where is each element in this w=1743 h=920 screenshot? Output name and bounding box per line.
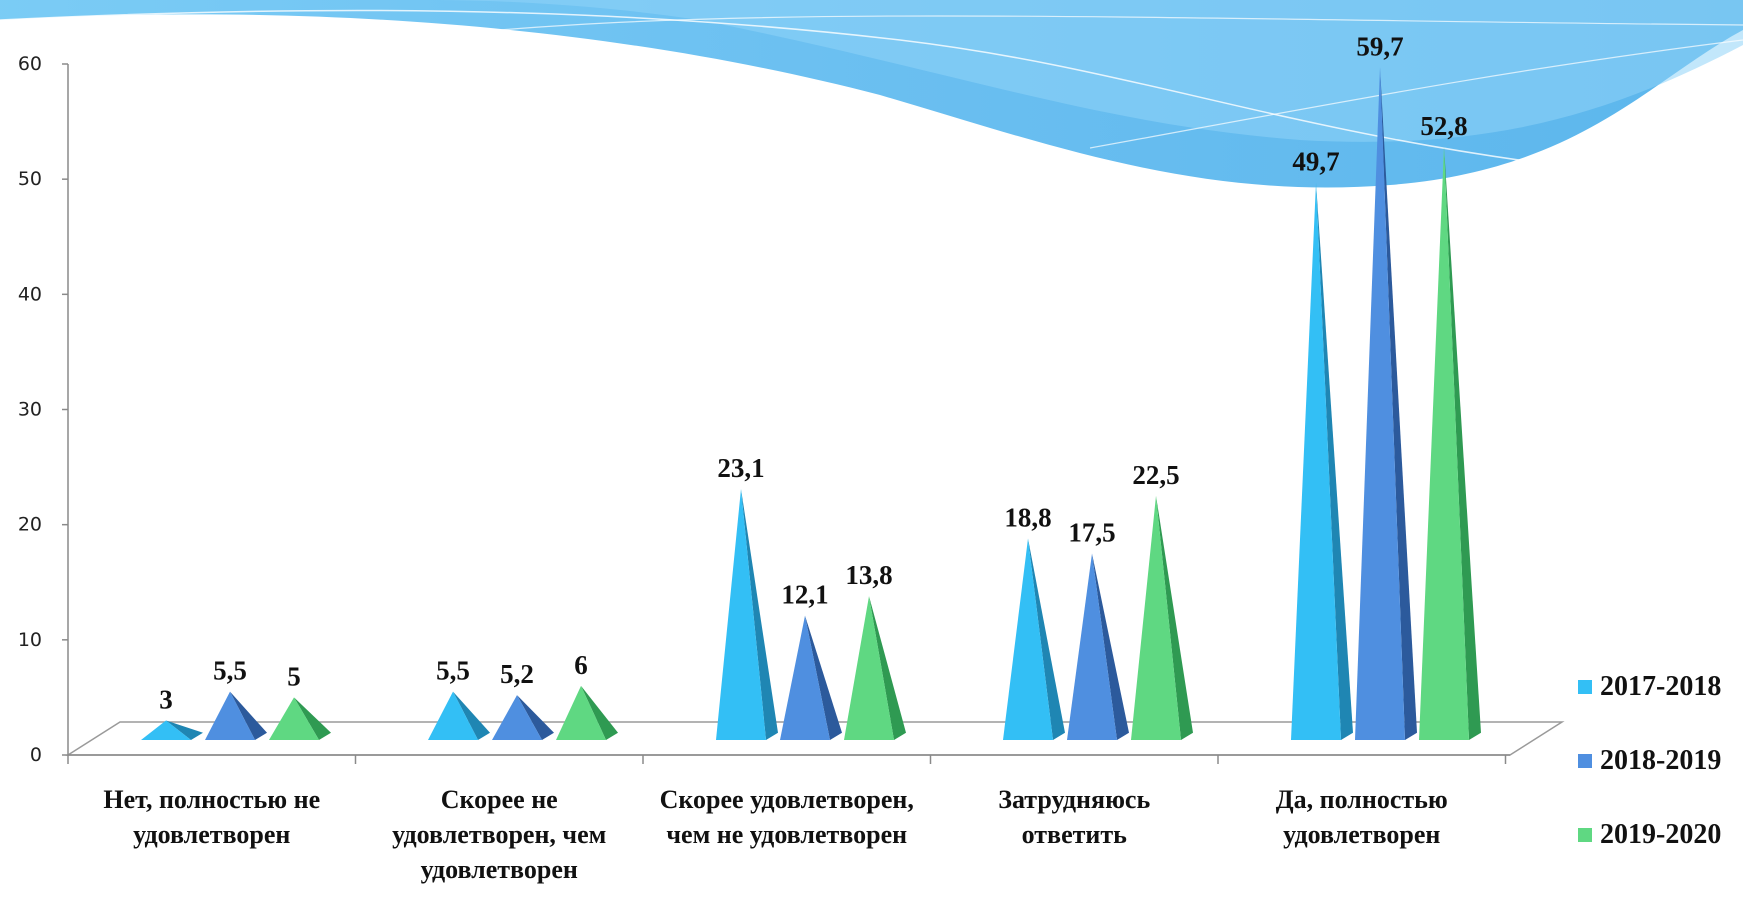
y-tick-label: 30	[18, 399, 42, 421]
legend-label: 2017-2018	[1600, 671, 1722, 702]
pyramid-front-face	[716, 488, 766, 740]
data-label: 5,5	[436, 656, 470, 686]
pyramid-front-face	[1131, 495, 1181, 740]
pyramid-front-face	[1003, 538, 1053, 740]
category-label: Да, полностью удовлетворен	[1275, 785, 1448, 849]
pyramid-front-face	[844, 596, 894, 740]
pyramid-mark	[1355, 67, 1417, 740]
y-tick-label: 10	[18, 629, 42, 651]
pyramid-front-face	[1291, 182, 1341, 740]
pyramid-side-face	[741, 488, 778, 740]
legend-item: 2017-2018	[1578, 671, 1722, 702]
data-label: 3	[159, 684, 173, 714]
pyramid-side-face	[869, 596, 906, 740]
pyramid-mark	[1419, 146, 1481, 741]
pyramid-mark	[269, 697, 331, 740]
data-label: 52,8	[1420, 111, 1467, 141]
pyramid-side-face	[453, 691, 490, 740]
data-label: 23,1	[717, 453, 764, 483]
legend-label: 2018-2019	[1600, 745, 1722, 776]
background-wave	[0, 0, 1743, 188]
category-label: Скорее удовлетворен, чем не удовлетворен	[659, 785, 914, 849]
y-tick-label: 50	[18, 168, 42, 190]
pyramid-front-face	[141, 720, 191, 740]
pyramid-side-face	[805, 615, 842, 740]
pyramid-side-face	[517, 695, 554, 740]
data-label: 17,5	[1068, 517, 1115, 547]
legend-swatch	[1578, 680, 1592, 694]
pyramid-mark	[205, 691, 267, 740]
pyramid-side-face	[1380, 67, 1417, 740]
pyramid-mark	[844, 596, 906, 740]
data-label: 5	[287, 661, 301, 691]
pyramid-mark	[1067, 553, 1129, 740]
legend-swatch	[1578, 754, 1592, 768]
pyramid-front-face	[780, 615, 830, 740]
y-tick-label: 20	[18, 514, 42, 536]
pyramid-mark	[556, 685, 618, 740]
data-label: 18,8	[1004, 502, 1051, 532]
data-label: 22,5	[1132, 460, 1179, 490]
data-label: 12,1	[781, 580, 828, 610]
pyramid-side-face	[1092, 553, 1129, 740]
legend-item: 2018-2019	[1578, 745, 1722, 776]
pyramid-front-face	[1419, 146, 1469, 741]
pyramid-mark	[1131, 495, 1193, 740]
category-label: Скорее не удовлетворен, чем удовлетворен	[392, 785, 607, 884]
pyramid-mark	[1291, 182, 1353, 740]
pyramid-side-face	[1156, 495, 1193, 740]
pyramid-side-face	[294, 697, 331, 740]
category-label: Затрудняюсь ответить	[998, 785, 1151, 849]
category-label: Нет, полностью не удовлетворен	[103, 785, 321, 849]
pyramid-mark	[141, 720, 203, 740]
data-label: 6	[574, 650, 588, 680]
pyramid-front-face	[428, 691, 478, 740]
pyramid-side-face	[166, 720, 203, 740]
pyramid-front-face	[205, 691, 255, 740]
data-label: 49,7	[1292, 147, 1339, 177]
data-labels: 3 5,5 23,1 18,8 49,7 5,5 5,2 12,1 17,5 59,7 5 6 13,8…	[159, 31, 1467, 714]
legend-item: 2019-2020	[1578, 819, 1722, 850]
legend-swatch	[1578, 828, 1592, 842]
pyramid-side-face	[1316, 182, 1353, 740]
pyramid-mark	[492, 695, 554, 740]
data-label: 59,7	[1356, 31, 1403, 61]
data-label: 5,2	[500, 659, 534, 689]
chart-marks	[141, 67, 1481, 741]
data-label: 5,5	[213, 656, 247, 686]
y-tick-label: 40	[18, 283, 42, 305]
pyramid-front-face	[492, 695, 542, 740]
pyramid-front-face	[1355, 67, 1405, 740]
pyramid-mark	[1003, 538, 1065, 740]
y-tick-label: 0	[30, 744, 42, 766]
pyramid-mark	[428, 691, 490, 740]
pyramid-mark	[780, 615, 842, 740]
pyramid-side-face	[1444, 146, 1481, 741]
y-axis: 0 10 20 30 40 50 60	[18, 53, 1510, 766]
pyramid-mark	[716, 488, 778, 740]
legend-label: 2019-2020	[1600, 819, 1722, 850]
pyramid-front-face	[556, 685, 606, 740]
y-tick-label: 60	[18, 53, 42, 75]
pyramid-front-face	[269, 697, 319, 740]
data-label: 13,8	[845, 560, 892, 590]
pyramid-side-face	[1028, 538, 1065, 740]
pyramid-side-face	[230, 691, 267, 740]
pyramid-front-face	[1067, 553, 1117, 740]
pyramid-side-face	[581, 685, 618, 740]
